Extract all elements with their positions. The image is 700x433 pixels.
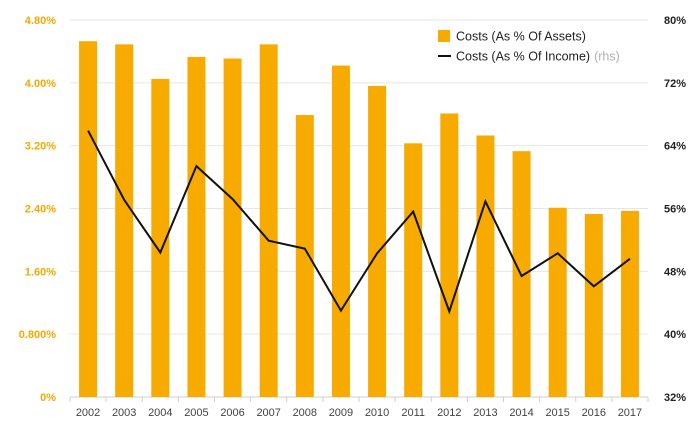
x-tick-label: 2002 — [76, 407, 100, 419]
bar-2016 — [584, 213, 603, 397]
legend-swatch-bar — [438, 30, 450, 42]
x-tick-label: 2013 — [473, 407, 497, 419]
x-tick-label: 2015 — [545, 407, 569, 419]
y-right-tick-label: 72% — [664, 78, 686, 90]
bar-2007 — [259, 44, 278, 398]
bar-2002 — [79, 41, 98, 398]
y-axis-right: 32% 40% 48% 56% 64% 72% 80% — [664, 15, 686, 404]
y-left-tick-label: 1.60% — [25, 266, 56, 278]
legend-label-bar: Costs (As % Of Assets) — [456, 30, 586, 44]
bar-series — [79, 41, 639, 398]
x-axis: 2002 2003 2004 2005 2006 2007 2008 2009 2010 2011… — [76, 407, 642, 419]
legend-label-line: Costs (As % Of Income) (rhs) — [456, 50, 620, 64]
y-left-tick-label: 4.00% — [25, 78, 56, 90]
y-right-tick-label: 64% — [664, 141, 686, 153]
y-left-tick-label: 0% — [40, 392, 56, 404]
x-tick-label: 2003 — [112, 407, 136, 419]
x-tick-label: 2004 — [148, 407, 172, 419]
y-left-tick-label: 0.800% — [19, 329, 57, 341]
line-series — [87, 130, 631, 315]
x-tick-label: 2010 — [365, 407, 389, 419]
x-tick-label: 2017 — [618, 407, 642, 419]
x-tick-label: 2009 — [329, 407, 353, 419]
y-left-tick-label: 2.40% — [25, 204, 56, 216]
bar-2015 — [548, 207, 567, 397]
bar-2004 — [151, 78, 170, 397]
bar-2010 — [368, 85, 387, 397]
bar-2011 — [404, 143, 423, 397]
bar-2005 — [187, 56, 206, 398]
bar-2006 — [223, 58, 242, 398]
bar-2017 — [620, 210, 639, 397]
y-right-tick-label: 48% — [664, 266, 686, 278]
x-tick-label: 2011 — [401, 407, 425, 419]
y-right-tick-label: 32% — [664, 392, 686, 404]
legend: Costs (As % Of Assets) Costs (As % Of In… — [438, 30, 620, 64]
x-tick-label: 2014 — [509, 407, 533, 419]
bar-2009 — [331, 65, 350, 397]
y-axis-left: 0% 0.800% 1.60% 2.40% 3.20% 4.00% 4.80% — [19, 15, 57, 404]
bar-2008 — [295, 115, 314, 398]
y-left-tick-label: 3.20% — [25, 141, 56, 153]
bar-2003 — [115, 44, 134, 398]
y-left-tick-label: 4.80% — [25, 15, 56, 27]
bar-2013 — [476, 135, 495, 398]
bar-2012 — [440, 113, 459, 397]
legend-label-line-suffix: (rhs) — [594, 50, 620, 64]
x-tick-label: 2007 — [256, 407, 280, 419]
line-costs-income — [87, 130, 631, 315]
y-right-tick-label: 40% — [664, 329, 686, 341]
x-tick-label: 2016 — [582, 407, 606, 419]
y-right-tick-label: 80% — [664, 15, 686, 27]
x-tick-label: 2008 — [293, 407, 317, 419]
legend-label-line-name: Costs (As % Of Income) — [456, 50, 590, 64]
y-right-tick-label: 56% — [664, 204, 686, 216]
x-tick-label: 2012 — [437, 407, 461, 419]
x-tick-label: 2005 — [184, 407, 208, 419]
x-tick-label: 2006 — [220, 407, 244, 419]
